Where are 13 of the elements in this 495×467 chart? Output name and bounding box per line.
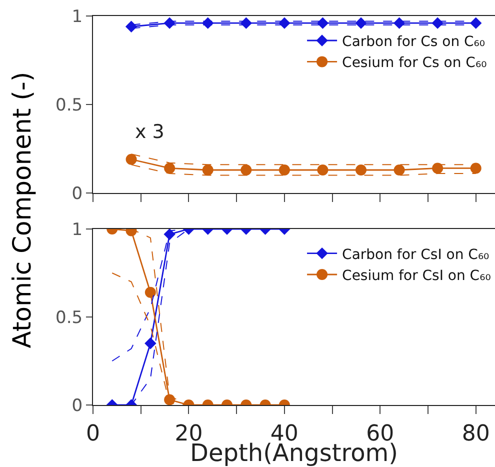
legend-label: Cesium for CsI on C₆₀ [342, 268, 492, 284]
y-tick-label: 0.5 [56, 95, 83, 116]
y-tick-label: 0 [72, 396, 83, 416]
y-tick-label: 0.5 [56, 308, 83, 328]
annotation: x 3 [135, 121, 164, 143]
y-tick-label: 1 [72, 6, 83, 27]
y-tick-label: 0 [72, 184, 83, 204]
legend-label: Carbon for Cs on C₆₀ [342, 34, 486, 50]
y-tick-label: 1 [72, 220, 83, 240]
y-axis-title: Atomic Component (-) [8, 72, 36, 348]
x-tick-label: 80 [462, 421, 490, 446]
legend-label: Carbon for CsI on C₆₀ [342, 246, 490, 263]
legend-label: Cesium for Cs on C₆₀ [342, 55, 488, 72]
